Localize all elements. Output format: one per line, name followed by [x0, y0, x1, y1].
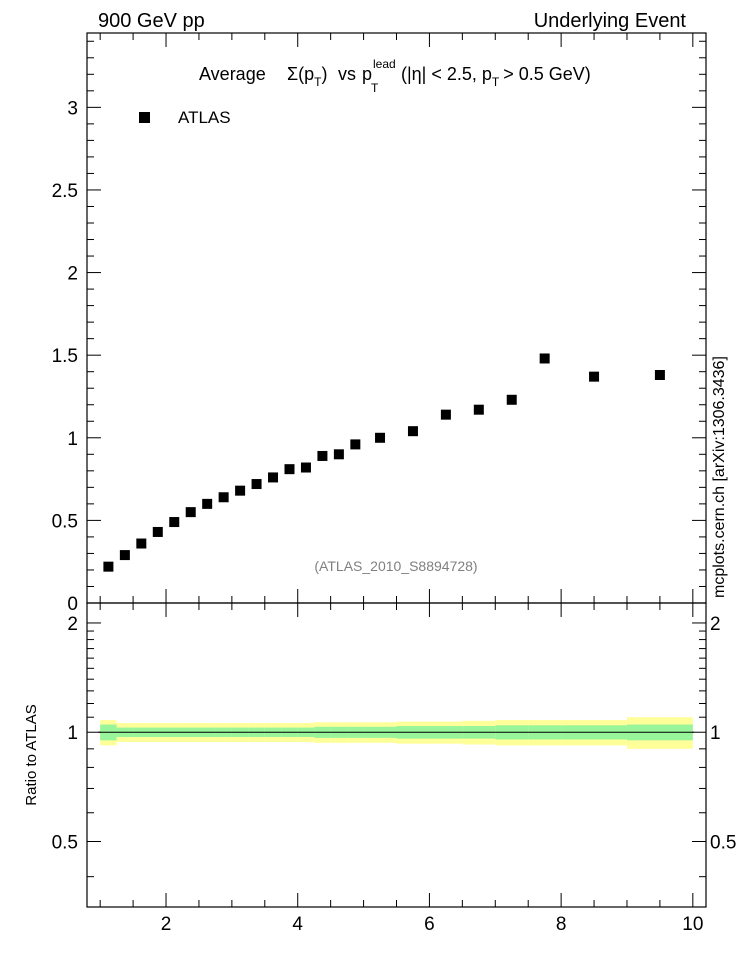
x-tick-labels: 2 4 6 8 10 [161, 914, 704, 935]
ratio-y-tick-label-left: 1 [67, 723, 78, 744]
ratio-y-tick-label-right: 0.5 [710, 832, 736, 853]
data-point [506, 394, 517, 405]
data-point [103, 561, 114, 572]
data-point [539, 353, 550, 364]
legend-marker-atlas [139, 112, 150, 123]
main-panel: 0 0.5 1 1.5 2 2.5 3 Average Σ(pT) vs plead T (… [52, 32, 707, 615]
main-y-tick-label: 1.5 [52, 346, 78, 367]
legend-label-atlas: ATLAS [178, 108, 231, 127]
main-title: Average Σ(pT) vs plead [199, 57, 396, 89]
data-point [407, 426, 418, 437]
data-point [119, 550, 130, 561]
data-point [440, 409, 451, 420]
data-point [268, 472, 279, 483]
main-title-sub-T: T [371, 81, 379, 95]
data-point [300, 462, 311, 473]
main-y-tick-label: 2 [67, 264, 78, 285]
data-point [654, 370, 665, 380]
analysis-tag: (ATLAS_2010_S8894728) [314, 558, 477, 574]
ratio-y-tick-label-left: 0.5 [52, 832, 78, 853]
main-y-tick-label: 0.5 [52, 511, 78, 532]
main-y-tick-label: 0 [67, 594, 78, 615]
main-title-cuts: (|η| < 2.5, pT > 0.5 GeV) [401, 64, 591, 89]
main-y-tick-label: 1 [67, 429, 78, 450]
ratio-y-tick-label-right: 1 [710, 723, 721, 744]
ratio-y-tick-label-right: 2 [710, 614, 721, 635]
ratio-axis-ticks [87, 603, 706, 907]
data-point [251, 479, 262, 490]
main-y-tick-label: 2.5 [52, 181, 78, 202]
ratio-bands [100, 717, 693, 749]
data-point [350, 439, 361, 450]
x-tick-label: 2 [161, 914, 172, 935]
data-point [235, 485, 246, 496]
data-point [202, 498, 213, 509]
ratio-frame [86, 602, 707, 908]
header-left: 900 GeV pp [98, 10, 205, 32]
main-axis-ticks [87, 33, 706, 604]
data-point [473, 404, 484, 415]
data-point [375, 432, 386, 443]
x-tick-label: 6 [424, 914, 435, 935]
data-point [185, 507, 196, 518]
data-point [317, 450, 328, 461]
ratio-y-tick-labels: 0.5 0.5 1 1 2 2 [52, 614, 737, 854]
data-point [284, 464, 295, 475]
main-y-tick-labels: 0 0.5 1 1.5 2 2.5 3 [52, 98, 78, 615]
ratio-panel: 0.5 0.5 1 1 2 2 2 4 6 8 10 Ratio to ATLAS [23, 602, 737, 935]
data-point [589, 371, 600, 382]
x-tick-label: 4 [292, 914, 303, 935]
data-point [152, 526, 163, 537]
x-tick-label: 10 [682, 914, 703, 935]
ratio-y-tick-label-left: 2 [67, 614, 78, 635]
watermark: mcplots.cern.ch [arXiv:1306.3436] [711, 356, 728, 598]
data-point [136, 538, 147, 549]
data-point [333, 449, 344, 460]
main-data-points [103, 353, 665, 572]
data-point [169, 517, 180, 528]
main-y-tick-label: 3 [67, 98, 78, 119]
data-point [218, 492, 229, 503]
x-tick-label: 8 [556, 914, 567, 935]
header-right: Underlying Event [534, 10, 687, 32]
ratio-ylabel: Ratio to ATLAS [23, 704, 40, 805]
